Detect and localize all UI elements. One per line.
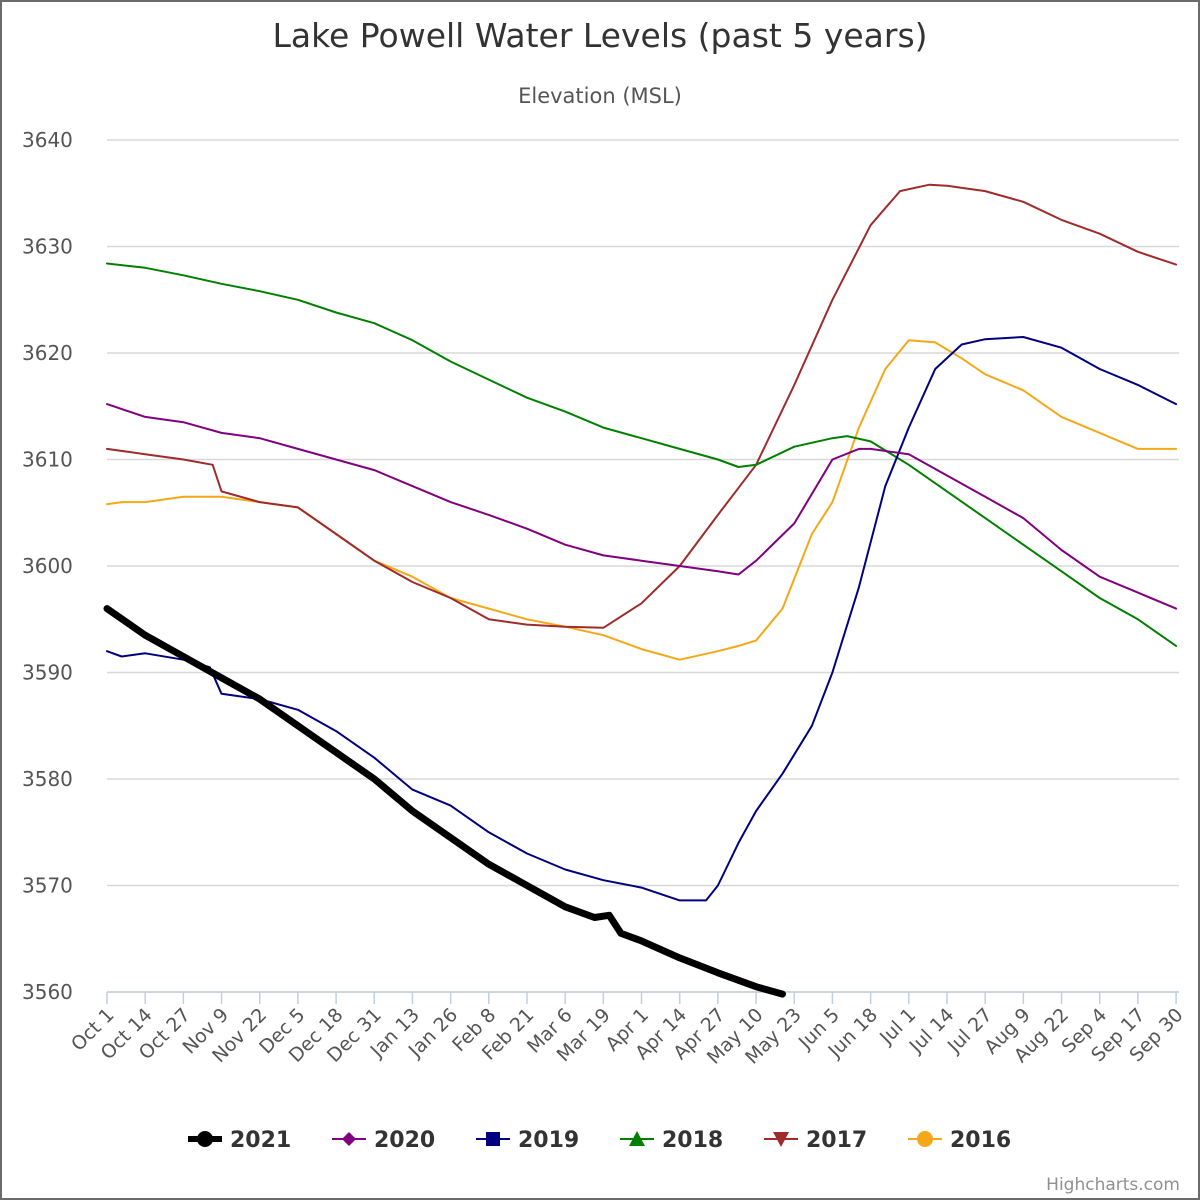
legend-label: 2020	[374, 1128, 435, 1153]
y-axis: 3560 3570 3580 3590 3600 3610 3620 3630 3640	[22, 128, 73, 1004]
chart-title: Lake Powell Water Levels (past 5 years)	[272, 16, 927, 55]
legend-label: 2019	[518, 1128, 579, 1153]
y-tick-label: 3640	[22, 128, 73, 152]
y-tick-label: 3610	[22, 448, 73, 472]
legend-marker-icon	[629, 1131, 645, 1146]
y-tick-label: 3570	[22, 874, 73, 898]
credits[interactable]: Highcharts.com	[1046, 1175, 1180, 1195]
legend-marker-icon	[342, 1132, 356, 1146]
legend-marker-icon	[917, 1131, 933, 1147]
series-group	[103, 183, 1178, 998]
y-tick-label: 3630	[22, 235, 73, 259]
legend-marker-icon	[773, 1132, 789, 1147]
y-tick-label: 3560	[22, 980, 73, 1004]
legend: 2021 2020 2019 2018 2017 2016	[188, 1128, 1011, 1153]
legend-label: 2017	[806, 1128, 867, 1153]
series-line-2020[interactable]	[106, 403, 1178, 610]
legend-item-2017[interactable]: 2017	[764, 1128, 867, 1153]
legend-marker-icon	[486, 1132, 500, 1146]
y-tick-label: 3590	[22, 661, 73, 685]
y-tick-label: 3620	[22, 341, 73, 365]
legend-item-2019[interactable]: 2019	[476, 1128, 579, 1153]
series-line-2017[interactable]	[106, 183, 1178, 629]
legend-marker-icon	[197, 1131, 213, 1147]
grid	[107, 139, 1179, 993]
y-tick-label: 3600	[22, 554, 73, 578]
y-tick-label: 3580	[22, 767, 73, 791]
legend-label: 2018	[662, 1128, 723, 1153]
series-line-2018[interactable]	[106, 262, 1178, 647]
series-line-2019[interactable]	[106, 336, 1178, 902]
legend-item-2016[interactable]: 2016	[908, 1128, 1011, 1153]
series-line-2021[interactable]	[103, 605, 786, 998]
legend-item-2021[interactable]: 2021	[188, 1128, 291, 1153]
legend-item-2018[interactable]: 2018	[620, 1128, 723, 1153]
chart-subtitle: Elevation (MSL)	[518, 84, 682, 108]
legend-label: 2016	[950, 1128, 1011, 1153]
legend-label: 2021	[230, 1128, 291, 1153]
legend-item-2020[interactable]: 2020	[332, 1128, 435, 1153]
series-line-2016[interactable]	[106, 339, 1178, 661]
